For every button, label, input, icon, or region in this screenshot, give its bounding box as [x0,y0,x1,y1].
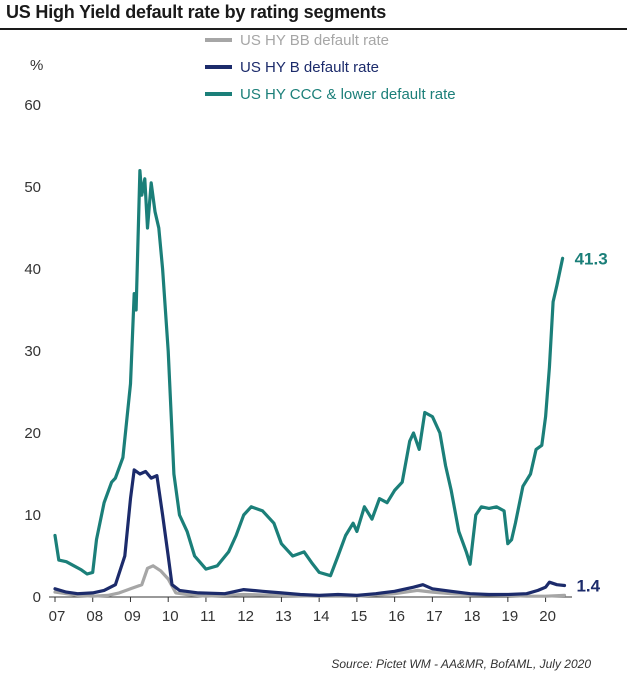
chart-legend: US HY BB default rate US HY B default rat… [205,32,456,103]
source-note: Source: Pictet WM - AA&MR, BofAML, July … [331,657,591,671]
x-tick-label: 08 [86,608,103,625]
y-tick-label: 40 [24,261,41,278]
legend-label: US HY B default rate [240,59,379,76]
series-line-3 [53,169,565,578]
title-divider [0,28,627,30]
x-tick-label: 17 [426,608,443,625]
y-axis-unit-label: % [30,57,43,74]
y-axis: 0 10 20 30 40 50 60 [24,97,41,606]
chart-title: US High Yield default rate by rating seg… [6,2,387,22]
x-tick-label: 15 [351,608,368,625]
x-tick-label: 07 [49,608,66,625]
x-tick-label: 16 [388,608,405,625]
series-line-2 [53,468,567,597]
y-tick-label: 0 [33,589,41,606]
legend-label: US HY BB default rate [240,32,389,49]
x-tick-label: 12 [237,608,254,625]
series-lines [53,169,567,598]
x-tick-label: 11 [200,608,216,625]
x-tick-label: 20 [539,608,556,625]
x-tick-label: 18 [464,608,481,625]
x-axis: 07 08 09 10 11 12 13 14 15 16 17 18 19 20 [49,596,572,625]
end-value-label: 41.3 [575,249,608,268]
end-value-label: 1.4 [576,577,600,596]
y-tick-label: 10 [24,507,41,524]
x-tick-label: 13 [275,608,292,625]
x-tick-label: 19 [502,608,519,625]
y-tick-label: 20 [24,425,41,442]
y-tick-label: 60 [24,97,41,114]
end-labels: 1.4 41.3 [575,249,608,595]
y-tick-label: 30 [24,343,41,360]
x-tick-label: 14 [313,608,330,625]
x-tick-label: 09 [124,608,141,625]
legend-label: US HY CCC & lower default rate [240,86,456,103]
x-tick-label: 10 [162,608,179,625]
y-tick-label: 50 [24,179,41,196]
series-line-1 [53,564,567,598]
